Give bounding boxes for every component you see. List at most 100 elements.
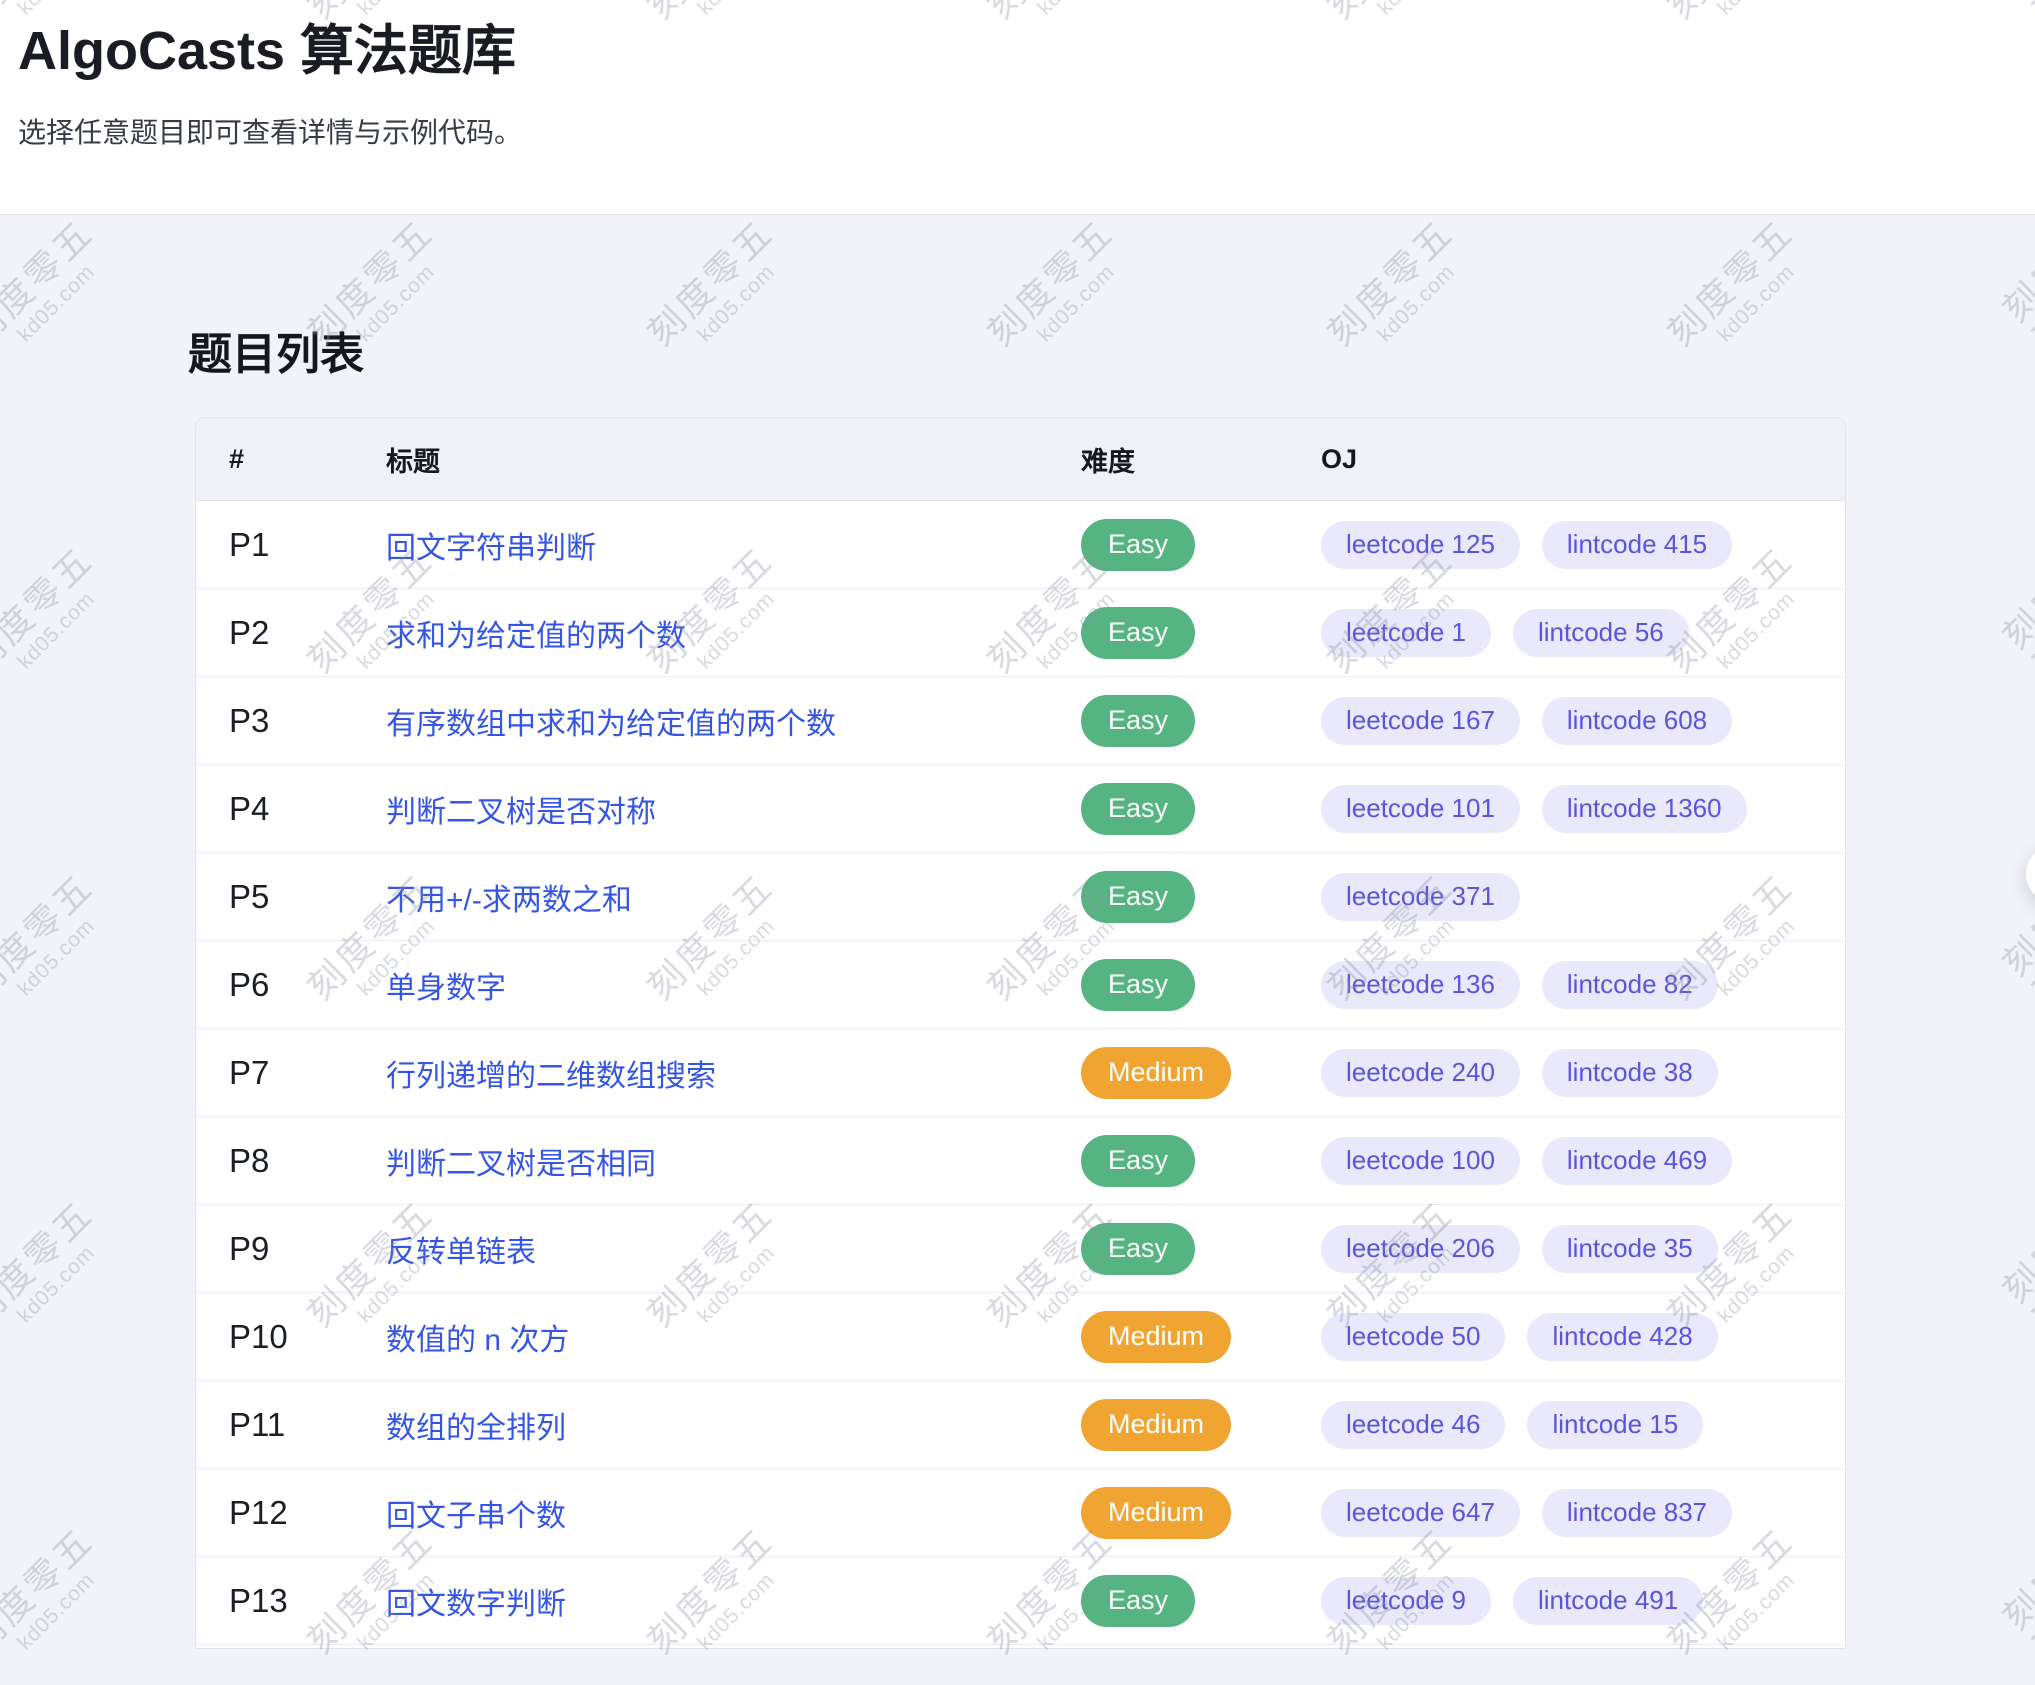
leetcode-tag[interactable]: leetcode 136	[1321, 960, 1520, 1009]
lintcode-tag[interactable]: lintcode 35	[1541, 1224, 1718, 1273]
problem-link[interactable]: 反转单链表	[386, 1235, 536, 1269]
leetcode-tag[interactable]: leetcode 9	[1321, 1576, 1491, 1625]
difficulty-badge: Easy	[1081, 606, 1196, 659]
leetcode-tag[interactable]: leetcode 240	[1321, 1048, 1520, 1097]
problem-link[interactable]: 求和为给定值的两个数	[386, 619, 686, 653]
difficulty-badge: Medium	[1081, 1310, 1232, 1363]
oj-tags: leetcode 167 lintcode 608	[1321, 696, 1845, 745]
oj-tags: leetcode 240 lintcode 38	[1321, 1048, 1845, 1097]
problem-link[interactable]: 不用+/-求两数之和	[386, 883, 632, 917]
problem-row[interactable]: P10 数值的 n 次方 Medium leetcode 50 lintcode …	[196, 1293, 1845, 1381]
lintcode-tag[interactable]: lintcode 469	[1541, 1136, 1733, 1185]
col-header-index: #	[229, 443, 245, 474]
lintcode-tag[interactable]: lintcode 38	[1541, 1048, 1718, 1097]
difficulty-badge: Easy	[1081, 1574, 1196, 1627]
lintcode-tag[interactable]: lintcode 15	[1527, 1400, 1704, 1449]
problem-id: P12	[229, 1493, 288, 1531]
problem-row[interactable]: P12 回文子串个数 Medium leetcode 647 lintcode 8…	[196, 1469, 1845, 1557]
oj-tags: leetcode 647 lintcode 837	[1321, 1488, 1845, 1537]
problem-link[interactable]: 数值的 n 次方	[386, 1323, 570, 1357]
problem-row[interactable]: P7 行列递增的二维数组搜索 Medium leetcode 240 lintco…	[196, 1029, 1845, 1117]
difficulty-badge: Easy	[1081, 694, 1196, 747]
problem-id: P5	[229, 877, 270, 915]
difficulty-badge: Easy	[1081, 782, 1196, 835]
problem-id: P1	[229, 525, 270, 563]
leetcode-tag[interactable]: leetcode 100	[1321, 1136, 1520, 1185]
lintcode-tag[interactable]: lintcode 82	[1541, 960, 1718, 1009]
problems-table: # 标题 难度 OJ P1 回文字符串判断 Easy leetcode 125 l…	[195, 417, 1846, 1649]
problem-row[interactable]: P2 求和为给定值的两个数 Easy leetcode 1 lintcode 56	[196, 589, 1845, 677]
oj-tags: leetcode 1 lintcode 56	[1321, 608, 1845, 657]
lintcode-tag[interactable]: lintcode 428	[1527, 1312, 1718, 1361]
col-header-title: 标题	[386, 446, 440, 477]
problem-row[interactable]: P8 判断二叉树是否相同 Easy leetcode 100 lintcode 4…	[196, 1117, 1845, 1205]
page-header: AlgoCasts 算法题库 选择任意题目即可查看详情与示例代码。	[0, 0, 2035, 215]
problem-link[interactable]: 判断二叉树是否相同	[386, 1147, 656, 1181]
lintcode-tag[interactable]: lintcode 1360	[1541, 784, 1747, 833]
page-subtitle: 选择任意题目即可查看详情与示例代码。	[18, 117, 523, 148]
problem-id: P6	[229, 965, 270, 1003]
leetcode-tag[interactable]: leetcode 46	[1321, 1400, 1506, 1449]
lintcode-tag[interactable]: lintcode 56	[1512, 608, 1689, 657]
leetcode-tag[interactable]: leetcode 50	[1321, 1312, 1506, 1361]
problem-row[interactable]: P1 回文字符串判断 Easy leetcode 125 lintcode 415	[196, 501, 1845, 589]
lintcode-tag[interactable]: lintcode 608	[1541, 696, 1733, 745]
problem-link[interactable]: 回文字符串判断	[386, 531, 596, 565]
oj-tags: leetcode 371	[1321, 872, 1845, 921]
leetcode-tag[interactable]: leetcode 1	[1321, 608, 1491, 657]
problem-row[interactable]: P4 判断二叉树是否对称 Easy leetcode 101 lintcode 1…	[196, 765, 1845, 853]
oj-tags: leetcode 46 lintcode 15	[1321, 1400, 1845, 1449]
col-header-oj: OJ	[1321, 443, 1358, 474]
problem-link[interactable]: 回文子串个数	[386, 1499, 566, 1533]
leetcode-tag[interactable]: leetcode 371	[1321, 872, 1520, 921]
leetcode-tag[interactable]: leetcode 647	[1321, 1488, 1520, 1537]
lintcode-tag[interactable]: lintcode 837	[1541, 1488, 1733, 1537]
problem-row[interactable]: P3 有序数组中求和为给定值的两个数 Easy leetcode 167 lint…	[196, 677, 1845, 765]
difficulty-badge: Easy	[1081, 958, 1196, 1011]
problem-id: P10	[229, 1317, 288, 1355]
leetcode-tag[interactable]: leetcode 101	[1321, 784, 1520, 833]
leetcode-tag[interactable]: leetcode 125	[1321, 520, 1520, 569]
problem-row[interactable]: P13 回文数字判断 Easy leetcode 9 lintcode 491	[196, 1557, 1845, 1645]
leetcode-tag[interactable]: leetcode 167	[1321, 696, 1520, 745]
problem-id: P13	[229, 1581, 288, 1619]
difficulty-badge: Medium	[1081, 1046, 1232, 1099]
problem-id: P4	[229, 789, 270, 827]
oj-tags: leetcode 125 lintcode 415	[1321, 520, 1845, 569]
problem-row[interactable]: P6 单身数字 Easy leetcode 136 lintcode 82	[196, 941, 1845, 1029]
problem-id: P2	[229, 613, 270, 651]
table-body: P1 回文字符串判断 Easy leetcode 125 lintcode 415…	[196, 501, 1845, 1645]
problem-row[interactable]: P11 数组的全排列 Medium leetcode 46 lintcode 15	[196, 1381, 1845, 1469]
problem-id: P7	[229, 1053, 270, 1091]
problem-link[interactable]: 判断二叉树是否对称	[386, 795, 656, 829]
difficulty-badge: Medium	[1081, 1486, 1232, 1539]
problem-link[interactable]: 有序数组中求和为给定值的两个数	[386, 707, 836, 741]
problem-link[interactable]: 行列递增的二维数组搜索	[386, 1059, 716, 1093]
difficulty-badge: Easy	[1081, 518, 1196, 571]
lintcode-tag[interactable]: lintcode 415	[1541, 520, 1733, 569]
lintcode-tag[interactable]: lintcode 491	[1512, 1576, 1704, 1625]
problem-link[interactable]: 回文数字判断	[386, 1587, 566, 1621]
problem-row[interactable]: P9 反转单链表 Easy leetcode 206 lintcode 35	[196, 1205, 1845, 1293]
oj-tags: leetcode 50 lintcode 428	[1321, 1312, 1845, 1361]
oj-tags: leetcode 101 lintcode 1360	[1321, 784, 1845, 833]
oj-tags: leetcode 9 lintcode 491	[1321, 1576, 1845, 1625]
floating-button[interactable]	[2026, 845, 2035, 903]
problem-row[interactable]: P5 不用+/-求两数之和 Easy leetcode 371	[196, 853, 1845, 941]
leetcode-tag[interactable]: leetcode 206	[1321, 1224, 1520, 1273]
problem-id: P9	[229, 1229, 270, 1267]
problem-link[interactable]: 数组的全排列	[386, 1411, 566, 1445]
problem-link[interactable]: 单身数字	[386, 971, 506, 1005]
